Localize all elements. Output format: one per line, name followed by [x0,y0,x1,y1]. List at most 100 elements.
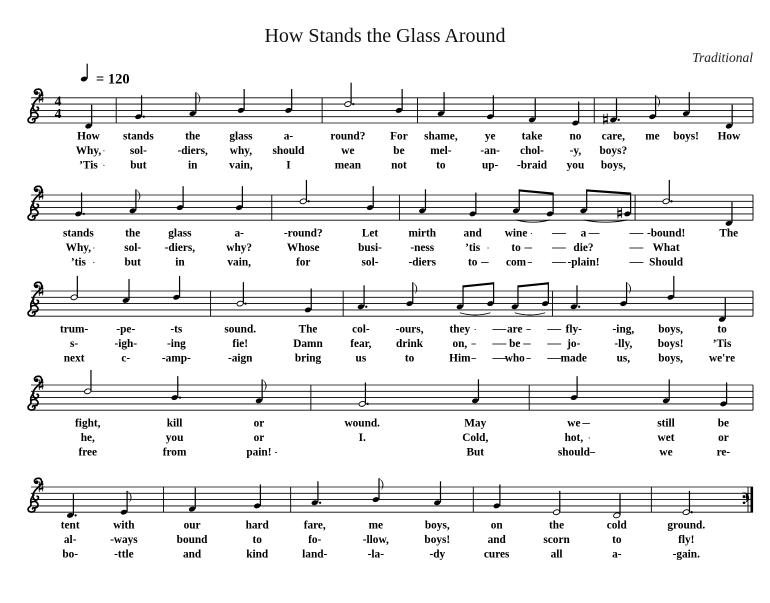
svg-text:a-: a- [234,228,244,240]
svg-text:sol-: sol- [362,257,379,269]
svg-text:boys?: boys? [599,145,627,157]
svg-text:cold: cold [607,520,628,532]
svg-text:up-: up- [482,160,499,172]
svg-text:next: next [64,353,85,365]
svg-text:we: we [567,418,580,430]
svg-text:to: to [468,257,478,269]
svg-text:col-: col- [352,324,370,336]
svg-text:hot,: hot, [565,432,584,444]
svg-text:to: to [252,534,262,546]
svg-text:care,: care, [602,131,625,143]
svg-text:boys,: boys, [601,160,626,172]
svg-text:on,: on, [452,338,467,350]
svg-text:boys,: boys, [658,353,683,365]
svg-text:land-: land- [302,549,327,561]
svg-text:boys!: boys! [673,131,699,143]
svg-text:-ways: -ways [110,534,138,546]
svg-text:-plain!: -plain! [567,257,599,269]
svg-text:trum-: trum- [60,324,88,336]
svg-text:us,: us, [617,353,631,365]
svg-text:ground.: ground. [667,520,705,532]
svg-text:How: How [77,131,100,143]
svg-text:why,: why, [230,145,252,157]
svg-text:Him: Him [449,353,471,365]
svg-text:-igh-: -igh- [115,338,138,350]
svg-text:fear,: fear, [350,338,371,350]
svg-text:take: take [522,131,543,143]
svg-text:vain,: vain, [229,160,253,172]
svg-text:round?: round? [330,131,365,143]
svg-text:we: we [659,447,672,459]
svg-text:mean: mean [335,160,362,172]
svg-text:and: and [488,534,507,546]
svg-text:the: the [125,228,140,240]
svg-text:scorn: scorn [543,534,570,546]
svg-text:-ttle: -ttle [114,549,133,561]
svg-text:’tis: ’tis [465,242,481,254]
svg-text:What: What [653,242,680,254]
svg-text:hard: hard [246,520,270,532]
svg-text:-diers,: -diers, [165,242,196,254]
svg-text:-ours,: -ours, [396,324,424,336]
svg-text:and: and [183,549,202,561]
svg-text:mirth: mirth [408,228,436,240]
svg-text:or: or [718,432,729,444]
svg-text:How: How [718,131,741,143]
svg-text:they: they [449,324,470,336]
svg-text:you: you [166,432,184,444]
svg-text:-round?: -round? [284,228,323,240]
svg-text:Whose: Whose [287,242,320,254]
svg-text:boys!: boys! [658,338,684,350]
svg-text:glass: glass [168,228,192,240]
svg-text:but: but [130,160,147,172]
svg-text:we: we [341,145,354,157]
svg-text:drink: drink [396,338,424,350]
svg-text:the: the [549,520,564,532]
svg-text:stands: stands [63,228,94,240]
svg-text:-braid: -braid [517,160,548,172]
svg-text:bo-: bo- [62,549,78,561]
svg-text:For: For [390,131,408,143]
svg-text:The: The [299,324,318,336]
svg-text:fare,: fare, [304,520,326,532]
svg-text:our: our [184,520,201,532]
svg-text:are: are [507,324,522,336]
svg-text:I: I [286,160,291,172]
svg-text:-la-: -la- [368,549,385,561]
svg-text:-amp-: -amp- [162,353,191,365]
svg-text:kind: kind [246,549,269,561]
svg-text:die?: die? [573,242,593,254]
svg-text:us: us [356,353,367,365]
svg-text:in: in [175,257,185,269]
svg-text:al-: al- [64,534,77,546]
svg-text:boys!: boys! [424,534,450,546]
svg-text:sound.: sound. [224,324,256,336]
svg-text:s-: s- [70,338,78,350]
svg-text:Why,: Why, [76,145,102,157]
svg-text:to: to [612,534,622,546]
svg-text:wet: wet [658,432,675,444]
svg-text:-gain.: -gain. [673,549,700,561]
svg-text:But: But [466,447,484,459]
svg-text:be: be [509,338,520,350]
svg-text:or: or [254,432,265,444]
svg-text:mel-: mel- [430,145,452,157]
svg-text:why?: why? [226,242,252,254]
svg-text:who: who [505,353,525,365]
svg-text:boys,: boys, [425,520,450,532]
svg-text:we're: we're [709,353,735,365]
svg-text:fie!: fie! [232,338,248,350]
svg-text:bound: bound [177,534,208,546]
svg-text:-lly,: -lly, [614,338,632,350]
svg-text:free: free [78,447,97,459]
svg-text:he,: he, [81,432,95,444]
svg-text:Let: Let [362,228,379,240]
svg-text:com: com [506,257,527,269]
svg-text:still: still [657,418,675,430]
svg-text:all: all [551,549,563,561]
svg-text:-ts: -ts [170,324,183,336]
svg-text:the: the [185,131,200,143]
svg-text:be: be [393,145,404,157]
svg-text:and: and [464,228,483,240]
svg-text:May: May [464,418,486,430]
